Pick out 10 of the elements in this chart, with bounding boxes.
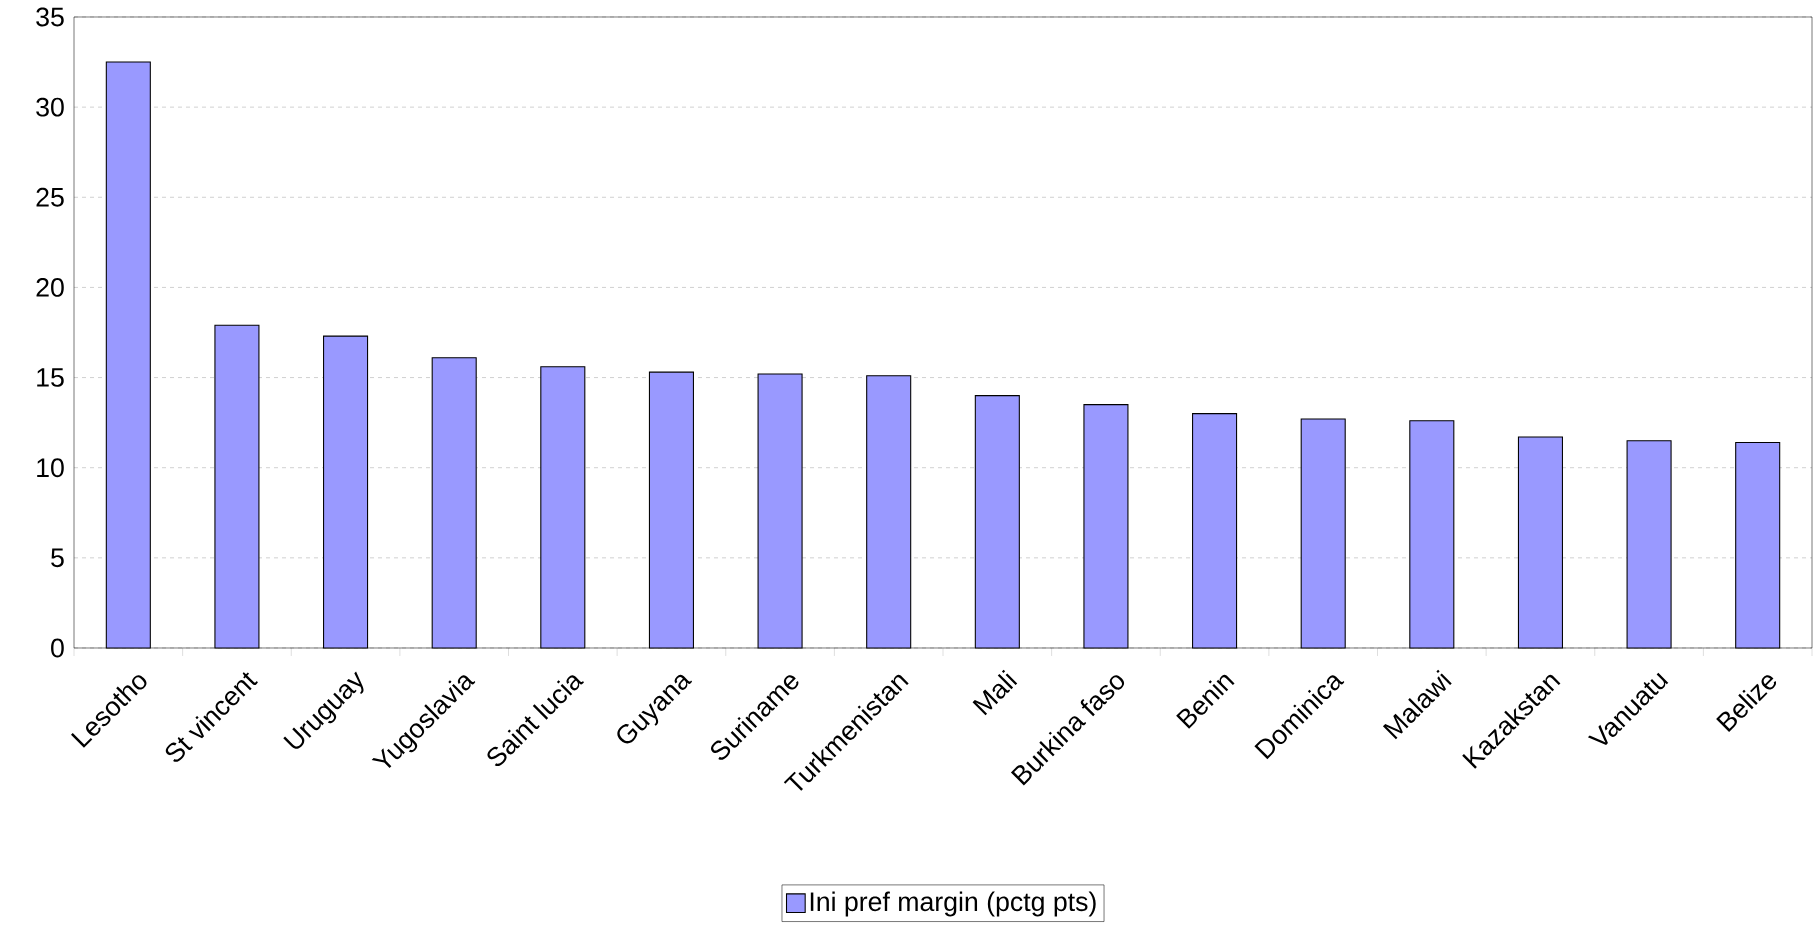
y-tick-label: 10 <box>37 458 64 478</box>
y-tick-label: 30 <box>36 97 64 117</box>
y-tick-label: 25 <box>36 187 64 207</box>
y-tick-label: 0 <box>51 638 64 658</box>
x-tick-label: Mali <box>972 669 1018 716</box>
y-tick-label: 5 <box>51 548 64 568</box>
y-tick-label: 15 <box>37 368 64 387</box>
y-tick-label: 20 <box>36 277 64 297</box>
legend-label: Ini pref margin (pctg pts) <box>810 891 1096 917</box>
y-tick-label: 35 <box>36 7 64 27</box>
